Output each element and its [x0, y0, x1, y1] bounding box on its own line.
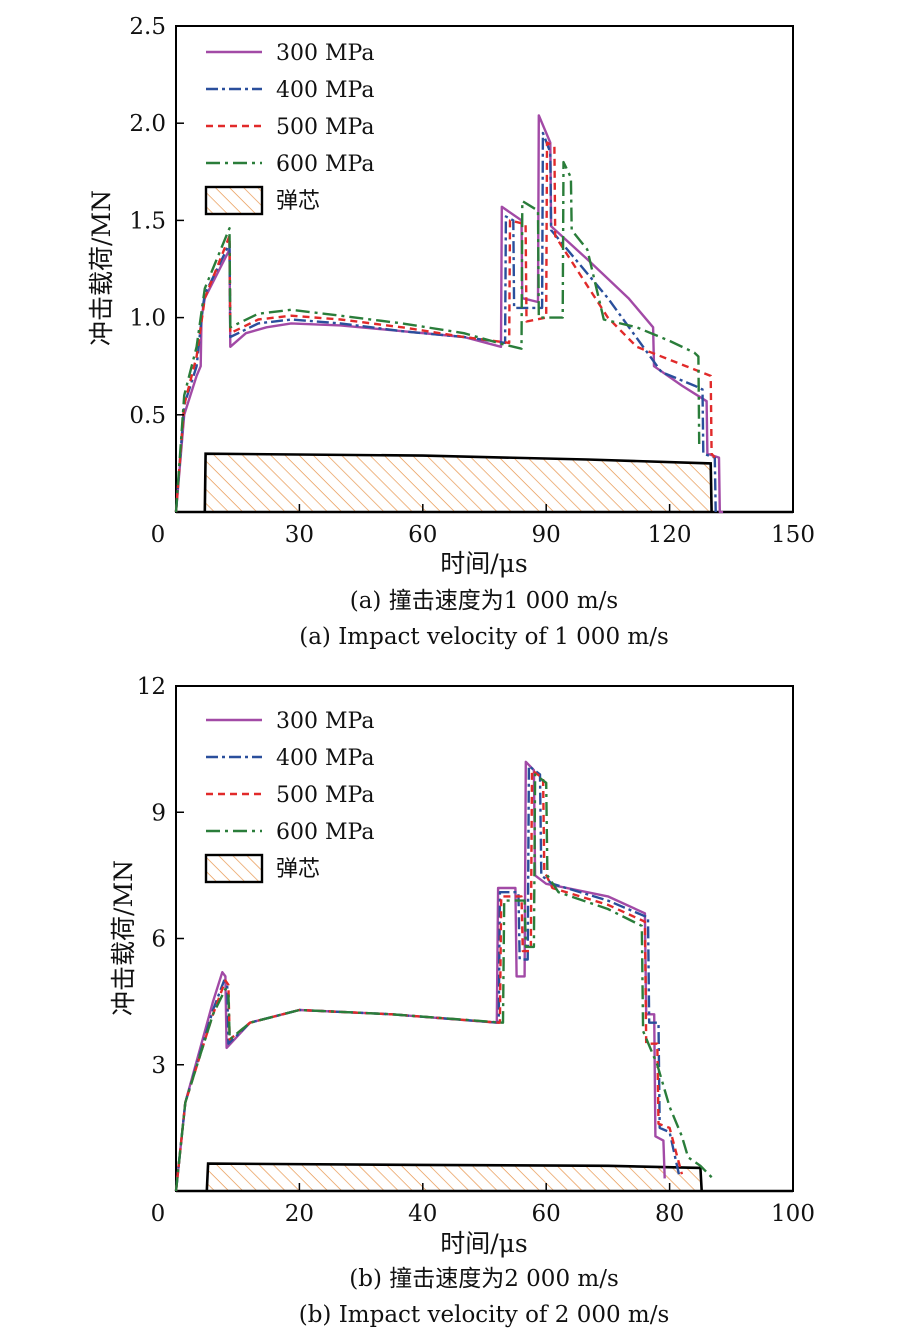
- series-line-400-mpa: [174, 764, 681, 1192]
- x-tick-label: 0: [151, 522, 166, 548]
- panel-a-series: [174, 114, 724, 514]
- y-tick-label: 0.5: [129, 403, 166, 429]
- legend-swatch-core: [204, 185, 264, 216]
- panel-b-x-label: 时间/μs: [440, 1229, 528, 1258]
- panel-a-caption-en: (a) Impact velocity of 1 000 m/s: [299, 624, 669, 650]
- panel-b-caption-cn: (b) 撞击速度为2 000 m/s: [349, 1266, 619, 1292]
- core-series-area: [176, 1162, 793, 1193]
- series-line-500-mpa: [174, 769, 684, 1192]
- y-tick-label: 3: [151, 1053, 166, 1079]
- x-tick-label: 30: [285, 522, 314, 548]
- y-tick-label: 2.5: [129, 14, 166, 40]
- panel-a-legend: 300 MPa 400 MPa 500 MPa 600 MPa 弹芯: [204, 41, 374, 216]
- x-tick-label: 20: [285, 1201, 314, 1227]
- y-tick-label: 1.5: [129, 208, 166, 234]
- panel-b-core-area: [176, 1162, 793, 1193]
- legend-label-400: 400 MPa: [276, 78, 374, 103]
- panel-a-caption-cn: (a) 撞击速度为1 000 m/s: [350, 588, 619, 614]
- series-line-600-mpa: [174, 773, 714, 1192]
- series-line-500-mpa: [174, 141, 716, 513]
- legend-label-500: 500 MPa: [276, 783, 374, 808]
- x-tick-label: 100: [771, 1201, 815, 1227]
- panel-b-series: [174, 760, 714, 1192]
- legend-label-600: 600 MPa: [276, 820, 374, 845]
- x-tick-label: 120: [648, 522, 692, 548]
- y-tick-label: 2.0: [129, 111, 166, 137]
- panel-b: 3 6 9 12 0 20 40 60 80 100 300 MPa 400 MPa 500 MPa…: [109, 674, 815, 1328]
- panel-a-x-ticks: 0 30 60 90 120 150: [151, 504, 815, 548]
- legend-label-core: 弹芯: [276, 189, 320, 214]
- panel-b-y-label: 冲击载荷/MN: [109, 860, 138, 1016]
- y-tick-label: 6: [151, 927, 166, 953]
- panel-a: 0.5 1.0 1.5 2.0 2.5 0 30 60 90 120 150 300 MPa 400…: [87, 14, 815, 650]
- series-line-600-mpa: [174, 160, 701, 513]
- x-tick-label: 40: [408, 1201, 437, 1227]
- x-tick-label: 90: [532, 522, 561, 548]
- series-line-300-mpa: [174, 114, 724, 514]
- panel-a-x-label: 时间/μs: [440, 549, 528, 578]
- panel-a-core-area: [176, 452, 793, 514]
- panel-b-legend: 300 MPa 400 MPa 500 MPa 600 MPa 弹芯: [204, 709, 374, 884]
- legend-label-300: 300 MPa: [276, 709, 374, 734]
- panel-a-y-label: 冲击载荷/MN: [87, 190, 116, 346]
- panel-a-y-ticks: 0.5 1.0 1.5 2.0 2.5: [129, 14, 184, 429]
- series-line-400-mpa: [174, 131, 717, 513]
- panel-b-x-ticks: 0 20 40 60 80 100: [151, 1183, 815, 1227]
- legend-label-600: 600 MPa: [276, 152, 374, 177]
- y-tick-label: 9: [151, 800, 166, 826]
- legend-swatch-core: [204, 853, 264, 884]
- x-tick-label: 80: [655, 1201, 684, 1227]
- series-line-300-mpa: [174, 760, 666, 1192]
- panel-b-caption-en: (b) Impact velocity of 2 000 m/s: [299, 1302, 670, 1328]
- panel-b-y-ticks: 3 6 9 12: [137, 674, 184, 1079]
- x-tick-label: 60: [408, 522, 437, 548]
- y-tick-label: 1.0: [129, 306, 166, 332]
- x-tick-label: 0: [151, 1201, 166, 1227]
- plot-frame-b: [175, 685, 794, 1192]
- legend-label-core: 弹芯: [276, 857, 320, 882]
- y-tick-label: 12: [137, 674, 166, 700]
- legend-label-400: 400 MPa: [276, 746, 374, 771]
- plot-frame-a: [175, 25, 794, 513]
- x-tick-label: 150: [771, 522, 815, 548]
- legend-label-500: 500 MPa: [276, 115, 374, 140]
- core-series-area: [176, 452, 793, 514]
- x-tick-label: 60: [532, 1201, 561, 1227]
- legend-label-300: 300 MPa: [276, 41, 374, 66]
